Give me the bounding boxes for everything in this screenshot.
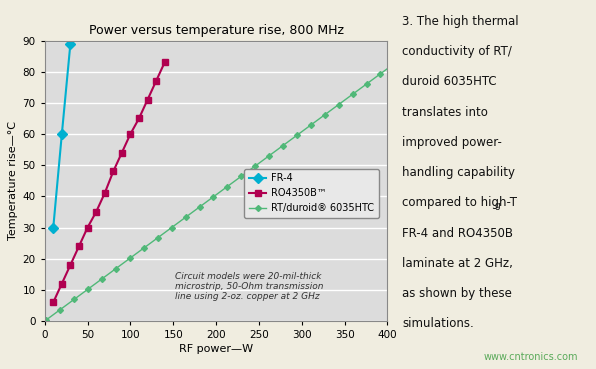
Text: as shown by these: as shown by these: [402, 287, 512, 300]
Title: Power versus temperature rise, 800 MHz: Power versus temperature rise, 800 MHz: [89, 24, 343, 37]
Y-axis label: Temperature rise—°C: Temperature rise—°C: [8, 121, 18, 240]
Text: Circuit models were 20-mil-thick
microstrip, 50-Ohm transmission
line using 2-oz: Circuit models were 20-mil-thick microst…: [175, 272, 324, 301]
Text: compared to high-T: compared to high-T: [402, 196, 517, 209]
Text: laminate at 2 GHz,: laminate at 2 GHz,: [402, 257, 513, 270]
Legend: FR-4, RO4350B™, RT/duroid® 6035HTC: FR-4, RO4350B™, RT/duroid® 6035HTC: [244, 169, 379, 218]
Text: duroid 6035HTC: duroid 6035HTC: [402, 75, 497, 88]
Text: handling capability: handling capability: [402, 166, 516, 179]
Text: translates into: translates into: [402, 106, 488, 118]
X-axis label: RF power—W: RF power—W: [179, 344, 253, 354]
Text: g: g: [495, 201, 501, 210]
Text: improved power-: improved power-: [402, 136, 502, 149]
Text: www.cntronics.com: www.cntronics.com: [483, 352, 578, 362]
Text: FR-4 and RO4350B: FR-4 and RO4350B: [402, 227, 513, 239]
Text: simulations.: simulations.: [402, 317, 474, 330]
Text: conductivity of RT/: conductivity of RT/: [402, 45, 512, 58]
Text: 3. The high thermal: 3. The high thermal: [402, 15, 519, 28]
